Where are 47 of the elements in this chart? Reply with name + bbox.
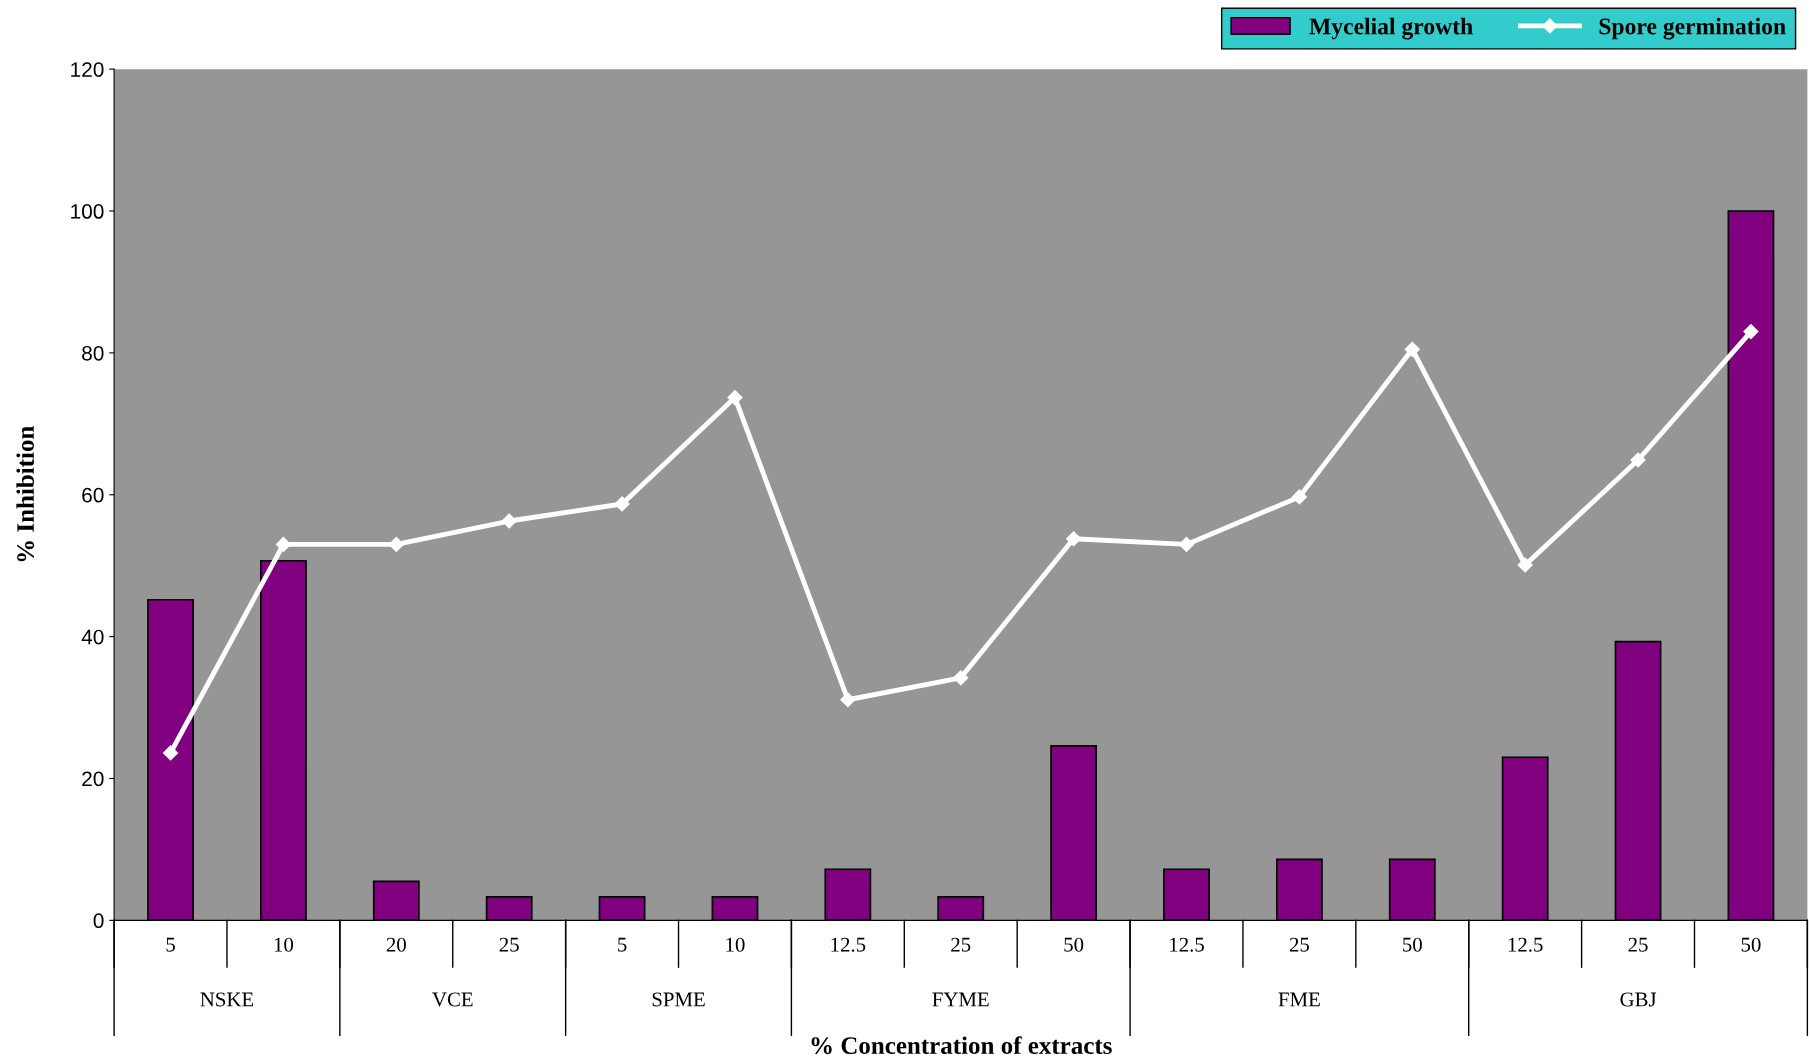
y-tick-label: 0	[93, 913, 104, 929]
point	[840, 692, 856, 708]
x-tick-label: 10	[274, 937, 294, 952]
point	[1630, 452, 1646, 468]
x-tick-label: 25	[1628, 937, 1648, 952]
point	[1404, 341, 1420, 357]
x-axis-title: % Concentration of extracts	[811, 1036, 1112, 1055]
x-tick-label: 50	[1403, 937, 1422, 952]
legend-label: Mycelial growth	[1309, 17, 1473, 40]
point	[1291, 489, 1307, 505]
point	[275, 536, 291, 552]
text: SPME	[652, 992, 705, 1007]
legend-label: Spore germination	[1599, 17, 1786, 40]
x-tick-label: 5	[166, 937, 175, 952]
point	[614, 496, 630, 512]
point	[162, 745, 179, 761]
point	[1066, 531, 1082, 547]
point	[1517, 557, 1533, 573]
y-tick-label: 80	[82, 345, 104, 361]
point	[727, 390, 743, 406]
y-tick-label: 120	[71, 62, 104, 77]
y-axis-title: % Inhibition	[16, 426, 35, 562]
x-tick-label: 10	[726, 937, 745, 952]
x-tick-label: 12.5	[1170, 937, 1204, 952]
text: NSKE	[200, 992, 254, 1007]
point	[1178, 536, 1195, 552]
x-tick-label: 20	[386, 937, 406, 952]
point	[1743, 324, 1759, 340]
y-tick-label: 20	[82, 771, 104, 787]
x-tick-label: 12.5	[1508, 937, 1543, 952]
y-tick-label: 40	[81, 629, 104, 645]
text: VCE	[432, 992, 473, 1007]
y-tick-label: 60	[82, 487, 104, 503]
x-tick-label: 25	[1289, 937, 1309, 952]
point	[953, 670, 969, 686]
text: FME	[1278, 992, 1320, 1007]
x-tick-label: 25	[499, 937, 519, 952]
x-tick-label: 50	[1741, 937, 1761, 952]
x-tick-label: 50	[1064, 937, 1084, 952]
point	[388, 536, 404, 552]
text: FYME	[932, 992, 989, 1007]
x-tick-label: 12.5	[831, 937, 866, 952]
x-tick-label: 25	[951, 937, 971, 952]
text: GBJ	[1620, 992, 1657, 1007]
x-tick-label: 5	[618, 937, 627, 952]
point	[501, 513, 517, 529]
y-tick-label: 100	[71, 204, 104, 219]
